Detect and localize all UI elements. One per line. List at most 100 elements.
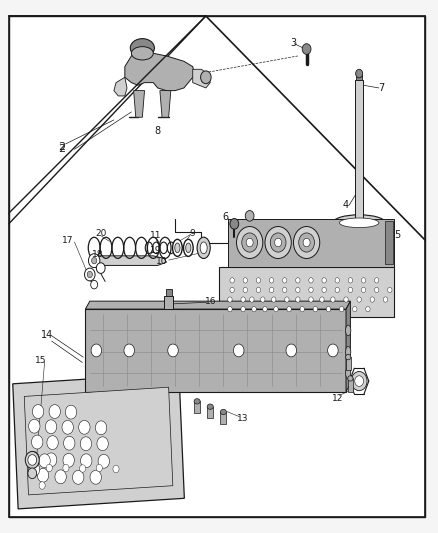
Circle shape (269, 278, 274, 283)
Bar (166, 289, 172, 296)
Polygon shape (24, 387, 173, 495)
Ellipse shape (194, 399, 200, 404)
Circle shape (374, 278, 379, 283)
Circle shape (228, 297, 232, 302)
Polygon shape (219, 266, 394, 317)
Ellipse shape (200, 242, 207, 254)
Circle shape (92, 257, 97, 264)
Circle shape (243, 287, 247, 293)
Circle shape (322, 287, 326, 293)
Circle shape (250, 297, 254, 302)
Circle shape (351, 372, 367, 391)
Ellipse shape (131, 47, 153, 60)
Circle shape (168, 344, 178, 357)
Circle shape (339, 306, 344, 312)
Ellipse shape (207, 404, 213, 409)
Text: 8: 8 (155, 126, 161, 135)
Polygon shape (134, 91, 145, 117)
Circle shape (326, 306, 331, 312)
Polygon shape (13, 373, 184, 509)
Polygon shape (94, 256, 166, 265)
Circle shape (331, 297, 335, 302)
Ellipse shape (333, 215, 385, 231)
Circle shape (348, 278, 353, 283)
Circle shape (32, 435, 43, 449)
Circle shape (91, 344, 102, 357)
Circle shape (201, 71, 211, 84)
Circle shape (265, 227, 291, 259)
Text: 2: 2 (58, 142, 65, 151)
Circle shape (233, 344, 244, 357)
Text: 17: 17 (62, 237, 74, 245)
Circle shape (335, 287, 339, 293)
Circle shape (302, 44, 311, 54)
Circle shape (46, 464, 52, 472)
Circle shape (256, 287, 261, 293)
Circle shape (374, 287, 379, 293)
Ellipse shape (173, 239, 182, 256)
Polygon shape (228, 219, 394, 266)
Circle shape (62, 421, 74, 434)
Circle shape (296, 287, 300, 293)
Circle shape (241, 306, 245, 312)
Bar (220, 412, 226, 424)
Circle shape (28, 463, 40, 477)
Text: 4: 4 (342, 200, 348, 210)
Circle shape (39, 482, 45, 489)
Circle shape (55, 470, 66, 484)
Ellipse shape (175, 243, 180, 253)
Circle shape (65, 405, 77, 419)
Circle shape (245, 211, 254, 221)
Circle shape (28, 455, 37, 465)
Ellipse shape (197, 237, 210, 259)
Circle shape (79, 421, 90, 434)
Circle shape (320, 297, 324, 302)
Circle shape (383, 297, 388, 302)
Ellipse shape (346, 325, 351, 336)
Circle shape (309, 287, 313, 293)
Circle shape (37, 469, 49, 482)
Text: 15: 15 (35, 357, 46, 365)
Text: 12: 12 (332, 394, 343, 403)
Circle shape (353, 306, 357, 312)
Circle shape (87, 271, 92, 278)
Circle shape (357, 297, 361, 302)
Text: 6: 6 (223, 213, 229, 222)
Polygon shape (85, 309, 346, 392)
Circle shape (388, 287, 392, 293)
Circle shape (348, 287, 353, 293)
Circle shape (269, 287, 274, 293)
Circle shape (95, 421, 107, 435)
Circle shape (91, 280, 98, 289)
Ellipse shape (346, 346, 351, 357)
Circle shape (243, 278, 247, 283)
Circle shape (335, 278, 339, 283)
Circle shape (275, 238, 282, 247)
Circle shape (296, 297, 300, 302)
Circle shape (300, 306, 304, 312)
Polygon shape (125, 51, 195, 91)
Bar (355, 80, 363, 224)
Circle shape (287, 306, 291, 312)
Circle shape (47, 435, 58, 449)
Bar (385, 221, 393, 264)
Ellipse shape (346, 354, 351, 360)
Circle shape (283, 287, 287, 293)
Ellipse shape (184, 239, 193, 256)
Circle shape (328, 344, 338, 357)
Circle shape (228, 306, 232, 312)
Circle shape (256, 278, 261, 283)
Circle shape (230, 278, 234, 283)
Circle shape (64, 437, 75, 450)
Text: 14: 14 (41, 330, 53, 340)
Circle shape (45, 420, 57, 434)
Circle shape (39, 454, 50, 468)
Circle shape (46, 453, 57, 467)
Circle shape (32, 405, 44, 418)
Text: 7: 7 (378, 83, 384, 93)
Circle shape (81, 454, 92, 468)
Circle shape (286, 344, 297, 357)
Circle shape (309, 278, 313, 283)
Circle shape (270, 233, 286, 252)
Circle shape (88, 254, 100, 268)
